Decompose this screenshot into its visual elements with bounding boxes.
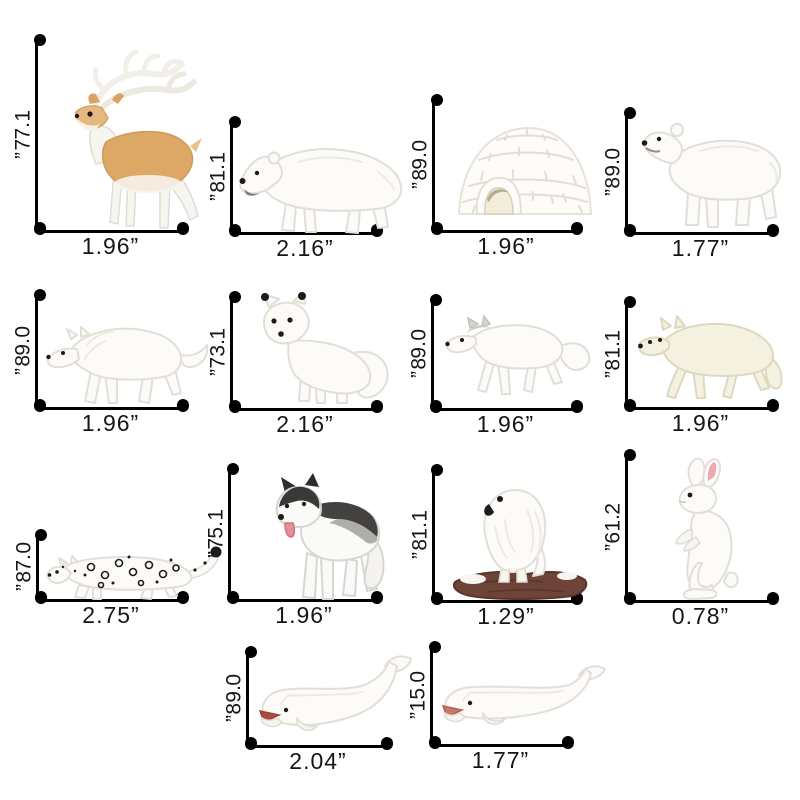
width-label: 2.16” — [276, 235, 334, 261]
measured-item-snow-leopard: 0. 7 8” 2.75” — [12, 528, 222, 628]
measured-item-arctic-hare: 2. 1 6” 0.78” — [601, 448, 780, 629]
arctic-fox-figurine — [261, 292, 389, 404]
dimension-dot — [429, 293, 442, 307]
dimension-dot — [766, 399, 780, 412]
dimension-dot — [570, 222, 584, 235]
arctic-hare-figurine — [675, 457, 739, 600]
width-label: 1.96” — [476, 411, 535, 437]
dimension-dot — [430, 592, 443, 605]
dimension-dot — [623, 448, 636, 462]
dimension-dot — [623, 592, 636, 605]
polar-bear-figurine — [239, 148, 403, 234]
dimension-dot — [244, 645, 257, 659]
dimension-dot — [228, 115, 241, 129]
dimension-dot — [428, 640, 441, 654]
width-label: 1.96” — [275, 602, 333, 628]
height-label: 0. 9 8” — [11, 326, 34, 375]
measured-item-beluga-whale-small: 0. 5 1” 1.77” — [406, 640, 606, 773]
height-label: 2. 1 6” — [601, 502, 624, 552]
measured-item-arctic-fox-walking: 0. 9 8” 1.96” — [407, 293, 591, 437]
dimension-dot — [228, 224, 241, 237]
height-label: 1. 1 8” — [408, 510, 431, 559]
dimension-dot — [430, 463, 443, 477]
dimension-dot — [226, 462, 239, 476]
height-label: 1. 3 7” — [206, 327, 229, 377]
measured-item-snowy-owl: 1. 1 8” 1.29” — [408, 463, 588, 629]
width-label: 0.78” — [671, 603, 730, 629]
dimension-dot — [176, 222, 190, 235]
dimension-dot — [623, 399, 636, 412]
height-label: 0. 9 8” — [601, 147, 624, 197]
polar-bear-cub-figurine — [641, 123, 782, 228]
dimension-dot — [380, 737, 394, 750]
measured-item-igloo: 0. 9 8” 1.96” — [408, 93, 593, 259]
height-label: 1. 5 7” — [204, 509, 227, 558]
dimension-dot — [766, 224, 780, 237]
beluga-whale-figurine — [258, 655, 412, 731]
measured-item-arctic-wolf-cream: 1. 1 8” 1.96” — [601, 295, 783, 436]
dimension-dot — [228, 290, 241, 304]
dimension-dot — [429, 400, 442, 413]
width-label: 1.29” — [477, 603, 535, 629]
snow-leopard-figurine — [46, 546, 222, 600]
height-label: 0. 9 8” — [408, 140, 431, 189]
width-label: 2.16” — [276, 411, 334, 437]
dimension-dot — [623, 106, 636, 120]
dimension-dot — [623, 295, 636, 309]
width-label: 1.77” — [471, 747, 530, 773]
dimension-dot — [370, 591, 384, 604]
dimension-dot — [623, 224, 636, 237]
snowy-owl-figurine — [453, 489, 588, 600]
height-label: 1. 1 8” — [601, 329, 624, 379]
dimension-dot — [570, 400, 584, 413]
dimension-dot — [430, 93, 443, 107]
dimension-dot — [228, 400, 241, 413]
dimension-dot — [430, 222, 443, 235]
arctic-wolf-figurine — [46, 326, 209, 404]
width-label: 1.96” — [477, 233, 535, 259]
height-label: 0. 5 1” — [406, 670, 429, 720]
dimension-dot — [561, 736, 575, 749]
igloo-figurine — [457, 126, 593, 215]
arctic-wolf-cream-figurine — [637, 315, 783, 399]
width-label: 1.96” — [671, 410, 730, 436]
width-label: 2.75” — [82, 602, 140, 628]
dimension-dot — [370, 400, 384, 413]
dimension-dot — [766, 592, 780, 605]
dimension-dot — [34, 591, 47, 604]
measured-item-husky: 1. 5 7” 1.96” — [204, 462, 385, 628]
height-label: 0. 9 8” — [222, 673, 245, 723]
width-label: 1.96” — [81, 233, 140, 259]
dimension-dot — [33, 399, 46, 412]
dimension-dot — [244, 737, 257, 750]
width-label: 2.04” — [289, 748, 347, 774]
dimension-dot — [226, 591, 239, 604]
dimension-dot — [176, 591, 190, 604]
dimension-dot — [33, 222, 46, 235]
width-label: 1.96” — [81, 410, 140, 436]
husky-figurine — [275, 473, 385, 600]
arctic-fox-walking-figurine — [445, 314, 591, 395]
reindeer-figurine — [74, 49, 202, 229]
width-label: 1.77” — [671, 235, 730, 261]
dimension-dot — [176, 399, 190, 412]
measured-item-polar-bear: 1. 1 8” 2.16” — [206, 115, 403, 261]
beluga-whale-small-figurine — [441, 665, 606, 725]
dimension-dot — [34, 528, 47, 542]
dimension-dot — [428, 736, 441, 749]
height-label: 1. 1 8” — [206, 152, 229, 201]
measured-item-arctic-fox: 1. 3 7” 2.16” — [206, 290, 389, 437]
measured-item-reindeer: 1. 7 7” 1.96” — [11, 33, 202, 259]
measured-item-arctic-wolf: 0. 9 8” 1.96” — [11, 288, 209, 436]
dimension-dot — [33, 288, 46, 302]
measured-item-polar-bear-cub: 0. 9 8” 1.77” — [601, 106, 782, 261]
height-label: 0. 9 8” — [407, 329, 430, 378]
measured-item-beluga-whale: 0. 9 8” 2.04” — [222, 645, 412, 774]
height-label: 0. 7 8” — [12, 542, 35, 591]
dimension-dot — [33, 33, 46, 47]
height-label: 1. 7 7” — [11, 110, 34, 159]
